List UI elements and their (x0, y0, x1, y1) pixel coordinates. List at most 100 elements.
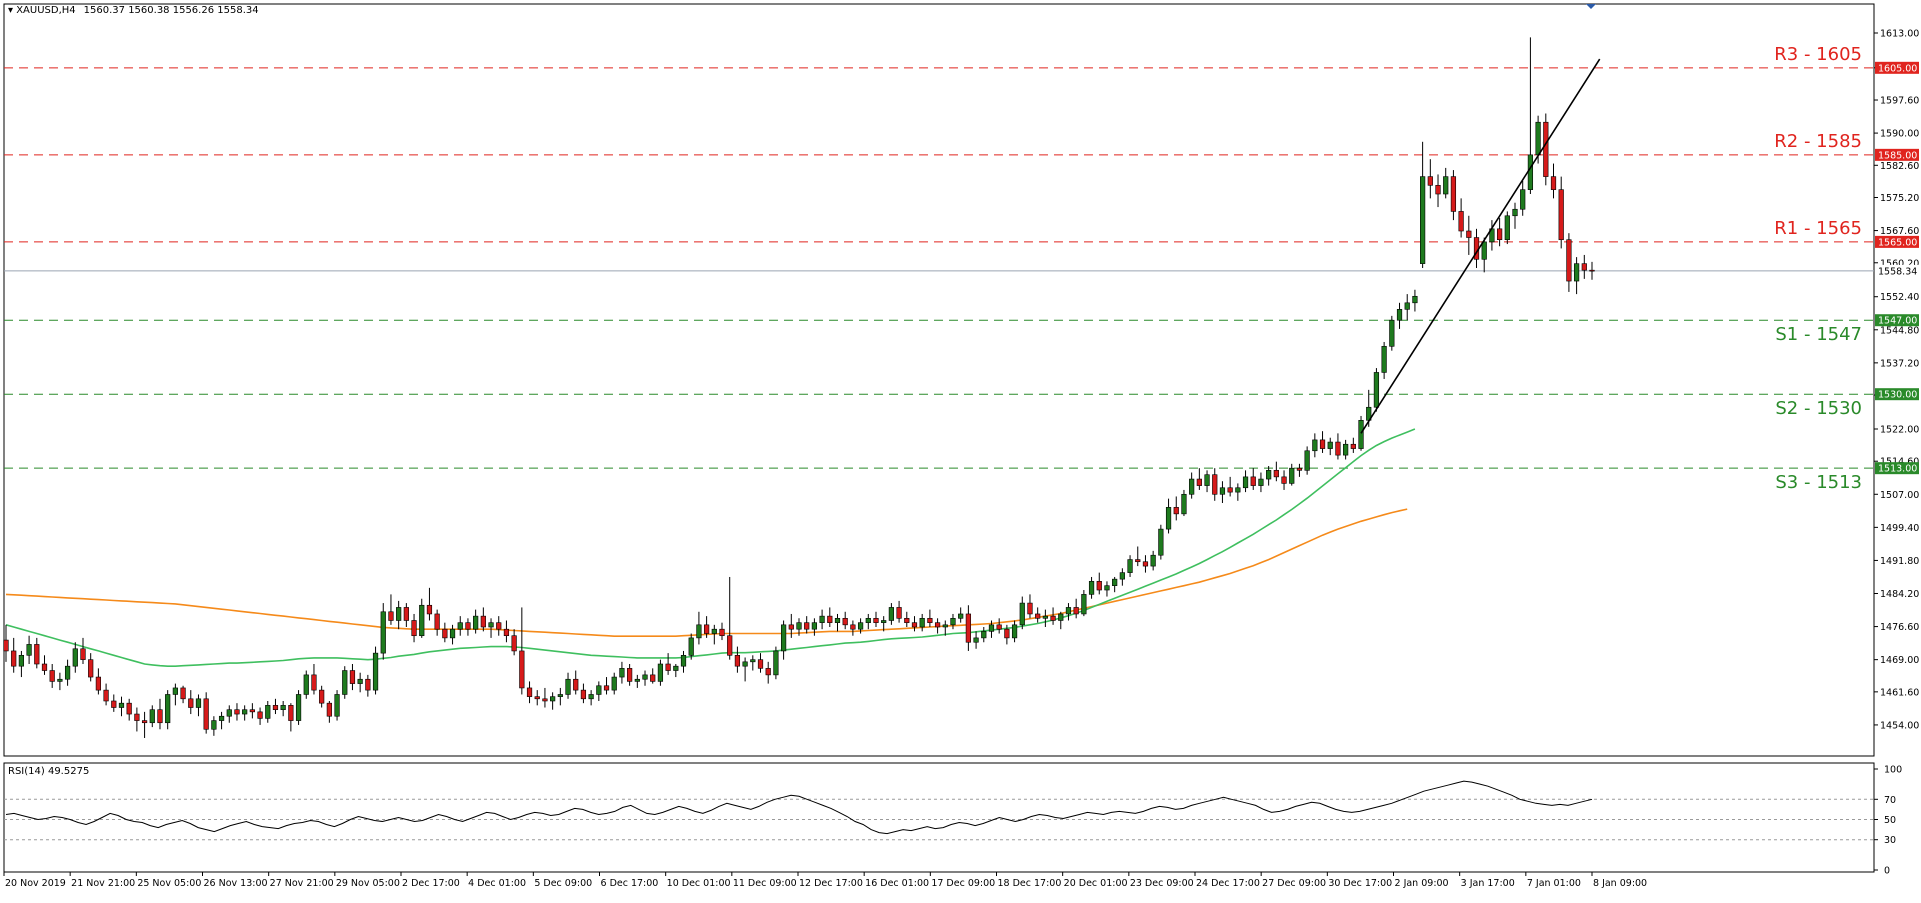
candle-body-up (888, 607, 894, 621)
candle (611, 672, 617, 695)
candle-body-up (165, 694, 171, 724)
candle (596, 681, 602, 701)
candle (88, 653, 94, 682)
candle (1119, 568, 1125, 586)
rsi-panel[interactable]: RSI(14) 49.5275 100 70 50 30 0 (3, 762, 1902, 877)
candle-body-down (1027, 602, 1033, 615)
candle (1404, 294, 1410, 321)
candle (1319, 431, 1326, 453)
candle-body-up (1011, 624, 1018, 639)
candle (449, 624, 456, 645)
candle (904, 611, 910, 628)
candle (365, 674, 371, 697)
candle (1296, 463, 1303, 477)
candle-body-up (1219, 487, 1226, 495)
candle (403, 603, 409, 628)
candle (1112, 576, 1118, 593)
price-tick-label: 1476.60 (1880, 622, 1919, 633)
candle (226, 705, 232, 723)
candle (1004, 624, 1010, 645)
candle (195, 694, 202, 717)
price-panel[interactable]: ▾ XAUUSD,H4 1560.37 1560.38 1556.26 1558.… (3, 3, 1920, 757)
candle (757, 653, 764, 673)
candle (149, 705, 155, 728)
candle (958, 607, 964, 623)
candle (550, 692, 556, 710)
candle (1165, 498, 1172, 534)
level-price-tag-bg (1875, 61, 1919, 74)
candle (534, 690, 540, 706)
candle-body-up (149, 709, 155, 724)
level-price-tag: 1565.00 (1878, 237, 1917, 248)
shift-marker-icon[interactable] (1586, 4, 1596, 9)
candle (1127, 555, 1133, 577)
candle-body-up (1312, 439, 1318, 452)
candle-body-down (49, 670, 55, 682)
time-tick-label: 26 Nov 13:00 (204, 878, 268, 889)
candle (442, 622, 448, 643)
candle (919, 613, 925, 632)
candle (3, 624, 9, 662)
candle-body-up (419, 604, 425, 637)
candle (1227, 476, 1233, 497)
candle (1327, 437, 1333, 456)
candle (1242, 470, 1249, 493)
candle-body-down (1296, 467, 1303, 471)
level-price-tag: 1547.00 (1878, 316, 1917, 327)
candle-body-up (588, 694, 594, 700)
candle (1450, 170, 1457, 221)
candle (72, 642, 78, 673)
candle-body-up (1258, 478, 1264, 486)
candle-body-up (242, 709, 248, 715)
candle-body-up (950, 618, 956, 626)
time-tick-label: 8 Jan 09:00 (1593, 878, 1647, 889)
candle (1589, 261, 1595, 280)
candle-body-up (1181, 493, 1187, 515)
level-label: S1 - 1547 (1775, 324, 1862, 345)
candle-body-down (95, 676, 101, 691)
candle-body-down (41, 663, 48, 671)
candle (188, 690, 194, 715)
candle (1150, 550, 1156, 571)
candle (388, 594, 394, 625)
rsi-caption: RSI(14) 49.5275 (8, 766, 89, 777)
candle (627, 664, 633, 686)
candle (1381, 341, 1387, 379)
candle-body-down (326, 702, 332, 717)
candle (950, 613, 956, 630)
symbol-caption: ▾ XAUUSD,H4 1560.37 1560.38 1556.26 1558.… (8, 5, 259, 16)
candle-body-up (857, 622, 864, 630)
candle (26, 635, 32, 665)
candle (434, 609, 440, 636)
trendline-layer[interactable] (1360, 58, 1601, 434)
candle (319, 685, 325, 708)
candle (295, 690, 302, 725)
candle-body-down (1566, 239, 1572, 282)
candle-body-down (1589, 269, 1595, 272)
candle (57, 672, 63, 691)
candle (619, 661, 625, 684)
candle-body-up (780, 624, 787, 652)
price-tick-label: 1454.00 (1880, 720, 1919, 731)
candle (519, 607, 525, 695)
candle (804, 616, 810, 634)
candle-body-up (942, 624, 948, 628)
time-tick-label: 4 Dec 01:00 (468, 878, 526, 889)
candle-body-up (919, 618, 925, 628)
candle (1250, 468, 1256, 490)
candle-body-down (388, 611, 394, 621)
price-tick-label: 1582.60 (1880, 161, 1919, 172)
candle-body-down (734, 654, 741, 667)
candle-body-up (1158, 528, 1164, 556)
ma-fast-line (5, 428, 1416, 668)
candle (180, 685, 186, 704)
candle (272, 698, 279, 715)
candle-body-up (218, 715, 225, 721)
trendline[interactable] (1360, 58, 1601, 434)
rsi-axis: 100 70 50 30 0 (1874, 765, 1902, 877)
symbol-label: XAUUSD,H4 (16, 5, 75, 16)
candle-body-up (988, 624, 995, 632)
rsi-tick-label: 50 (1884, 815, 1896, 826)
candle-body-down (1319, 439, 1326, 449)
